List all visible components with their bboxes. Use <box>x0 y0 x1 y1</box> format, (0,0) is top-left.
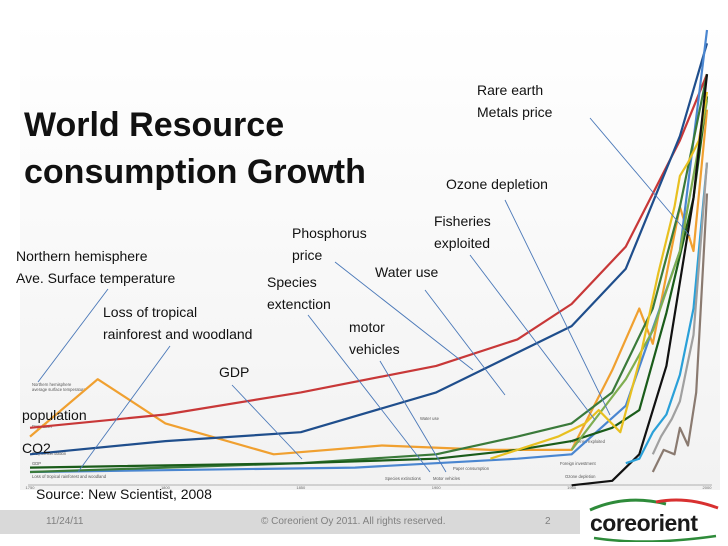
series-layer <box>29 29 709 487</box>
series-line-2 <box>29 73 709 429</box>
series-line-11 <box>651 162 709 455</box>
annotation-motor: vehicles <box>349 341 400 357</box>
x-tick-label: 1800 <box>161 485 171 490</box>
small-label: average surface temperature <box>32 387 86 392</box>
small-label: Species extinctions <box>385 476 421 481</box>
series-line-9 <box>571 74 709 487</box>
x-tick-labels: 1750 1800 1850 1900 1950 2000 <box>26 485 713 490</box>
annotation-species: Species <box>267 274 317 290</box>
annotation-population: population <box>22 407 87 423</box>
series-line-10 <box>625 162 709 465</box>
small-label: Loss of tropical rainforest and woodland <box>32 474 107 479</box>
annotation-water: Water use <box>375 264 438 280</box>
x-tick-label: 1850 <box>296 485 306 490</box>
x-tick-label: 2000 <box>703 485 713 490</box>
leader-line-ozone <box>504 199 611 416</box>
annotation-ozone: Ozone depletion <box>446 176 548 192</box>
x-tick-label: 1950 <box>567 485 577 490</box>
annotation-co2: CO2 <box>22 440 51 456</box>
leader-lines <box>37 117 691 473</box>
footer-bar <box>0 510 580 534</box>
small-label: Ozone depletion <box>565 474 596 479</box>
annotation-rainforest: Loss of tropical <box>103 304 197 320</box>
small-label: Foreign investment <box>560 461 596 466</box>
x-tick-label: 1900 <box>432 485 442 490</box>
x-tick-label: 1750 <box>26 485 36 490</box>
footer-date: 11/24/11 <box>46 516 84 527</box>
footer-page-number: 2 <box>545 516 551 527</box>
small-label: Northern hemisphere <box>32 382 72 387</box>
leader-line-rare-earth <box>589 117 691 237</box>
small-label: Paper consumption <box>453 466 490 471</box>
leader-line-species <box>307 314 431 473</box>
annotation-rare-earth: Metals price <box>477 104 553 120</box>
title-line-1: World Resource <box>24 106 284 144</box>
series-line-3 <box>29 42 709 456</box>
leader-line-motor <box>379 360 447 473</box>
annotation-fisheries: exploited <box>434 235 490 251</box>
coreorient-logo: coreorient <box>586 496 726 542</box>
annotation-northern: Ave. Surface temperature <box>16 270 175 286</box>
small-label: Water use <box>420 416 440 421</box>
annotation-fisheries: Fisheries <box>434 213 491 229</box>
leader-line-rainforest <box>77 345 171 473</box>
small-label: Motor vehicles <box>433 476 460 481</box>
annotations: Rare earth Metals price Ozone depletion Fis… <box>16 82 553 456</box>
annotation-motor: motor <box>349 319 385 335</box>
source-note: Source: New Scientist, 2008 <box>36 486 212 502</box>
small-label: GDP <box>32 461 41 466</box>
title-line-2: consumption Growth <box>24 153 366 191</box>
logo-text: coreorient <box>590 510 698 536</box>
leader-line-phosphorus <box>334 261 474 371</box>
leader-line-gdp <box>231 384 303 460</box>
leader-line-water <box>424 289 506 396</box>
series-line-7 <box>570 100 709 451</box>
annotation-northern: Northern hemisphere <box>16 248 148 264</box>
leader-line-northern <box>37 288 109 383</box>
series-line-6 <box>29 96 709 469</box>
annotation-rainforest: rainforest and woodland <box>103 326 252 342</box>
footer-copyright: © Coreorient Oy 2011. All rights reserve… <box>261 516 446 527</box>
leader-line-fisheries <box>469 254 596 421</box>
annotation-species: extenction <box>267 296 331 312</box>
annotation-gdp: GDP <box>219 364 249 380</box>
series-line-8 <box>490 91 709 460</box>
annotation-phosphorus: price <box>292 247 323 263</box>
annotation-phosphorus: Phosphorus <box>292 225 367 241</box>
annotation-rare-earth: Rare earth <box>477 82 543 98</box>
series-line-12 <box>651 193 709 473</box>
small-label: Fisheries exploited <box>570 439 606 444</box>
